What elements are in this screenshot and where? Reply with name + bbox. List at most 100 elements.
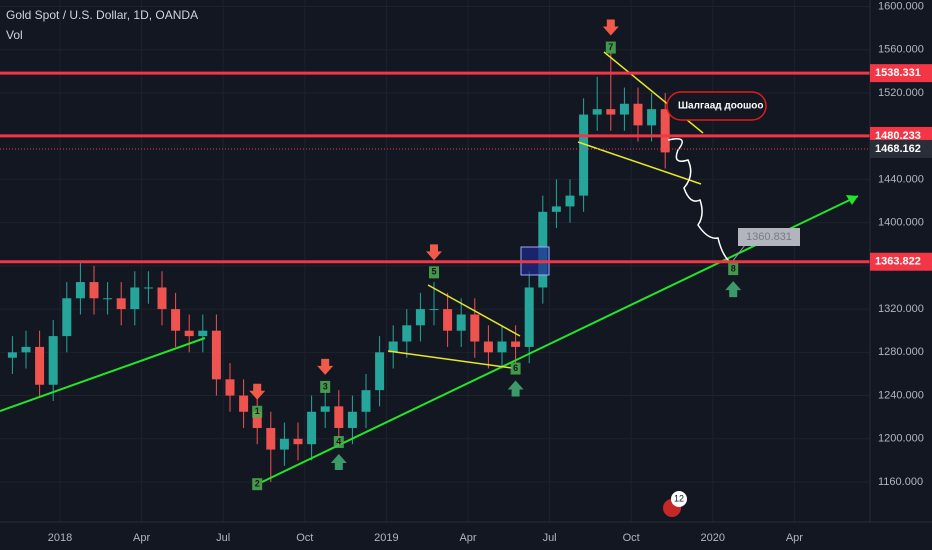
marker-label: 4 [336,436,341,446]
marker-label: 3 [323,381,328,391]
candle-body [62,298,72,337]
x-tick-label: 2018 [48,532,72,544]
trend-line [427,284,521,337]
candle-body [184,330,194,337]
y-tick-label: 1400.000 [878,217,924,229]
chart-title: Gold Spot / U.S. Dollar, 1D, OANDA [6,8,198,22]
x-tick-label: Oct [623,532,640,544]
candle-body [551,206,561,212]
drawings: Шалгаад доошоо 1360.831 [0,51,859,483]
marker-box [728,263,739,276]
level-label: 1468.162 [875,143,921,155]
candle-body [116,298,126,310]
candle-body [334,406,344,428]
projection-path [667,138,731,263]
trend-line [387,350,513,369]
level-label-box [870,252,932,271]
x-tick-label: Oct [296,532,313,544]
candle-body [347,411,357,428]
y-tick-label: 1440.000 [878,173,924,185]
y-tick-label: 1320.000 [878,303,924,315]
candle-body [470,314,480,342]
candle-body [157,287,167,310]
callout: 1360.831 [746,231,792,243]
x-tick-label: 2019 [374,532,398,544]
arrow-down [249,383,266,400]
candle-body [48,336,58,385]
arrow-down [317,358,334,375]
arrow-up [725,281,742,298]
marker-box [429,266,439,279]
candle-body [361,390,371,412]
marker-box [252,405,263,418]
y-tick-label: 1600.000 [878,0,924,12]
overlay: 1 2 3 4 5 6 7 8 [0,19,870,491]
x-tick-label: Apr [133,532,150,544]
marker-box [605,41,616,54]
y-tick-label: 1200.000 [878,433,924,445]
level-label-box [870,64,932,83]
marker-box [320,380,331,393]
x-tick-label: Apr [786,532,803,544]
candle-body [606,109,616,115]
arrow-up [507,380,524,397]
trend-line [0,337,206,412]
candle-body [21,346,31,353]
y-tick-label: 1280.000 [878,346,924,358]
candle-body [497,341,507,353]
candle-body [266,427,276,450]
candle-body [524,287,534,347]
marker-box [333,436,344,449]
marker-label: 8 [731,263,736,273]
marker-label: 7 [608,42,613,52]
candle-body [579,114,589,196]
candle-body [171,309,181,331]
y-axis [870,0,932,550]
candle-body [429,309,439,311]
y-tick-label: 1520.000 [878,87,924,99]
callout-leader [731,244,746,263]
x-tick-label: 2020 [701,532,725,544]
y-tick-label: 1240.000 [878,389,924,401]
marker-label: 1 [255,406,260,416]
candle-body [307,411,317,445]
candle-body [565,195,575,207]
candle-body [198,330,208,337]
x-tick-label: Apr [459,532,476,544]
badge: 12 [674,493,684,503]
candle-body [252,411,262,428]
note-box [666,91,767,121]
candle-body [483,341,493,353]
arrow-up [330,454,347,471]
candle-body [456,314,466,331]
chart-subtitle: Vol [6,28,23,42]
candle-body [143,287,153,289]
candle-body [402,325,412,342]
marker-label: 6 [513,363,518,373]
axes: 1160.000 1200.000 1240.000 1280.000 1320.000… [48,0,932,544]
callout-box [738,228,800,246]
candle-body [225,379,235,396]
x-tick-label: Jul [543,532,557,544]
note: Шалгаад доошоо [678,101,764,112]
candle-body [375,352,385,391]
level-label: 1363.822 [875,256,921,268]
marker-label: 2 [255,479,260,489]
candle-body [103,298,113,300]
marker-box [252,478,263,491]
level-label-box [870,139,932,158]
candle-body [35,346,45,385]
candle-body [75,282,85,299]
arrow-head [846,195,858,205]
candle-body [647,109,657,126]
candle-body [511,341,521,347]
candle-body [130,287,140,310]
candle-body [293,438,303,445]
candle-body [211,330,221,380]
candle-body [320,406,330,412]
candle-body [279,438,289,450]
candle-body [592,109,602,115]
candle-body [443,309,453,331]
